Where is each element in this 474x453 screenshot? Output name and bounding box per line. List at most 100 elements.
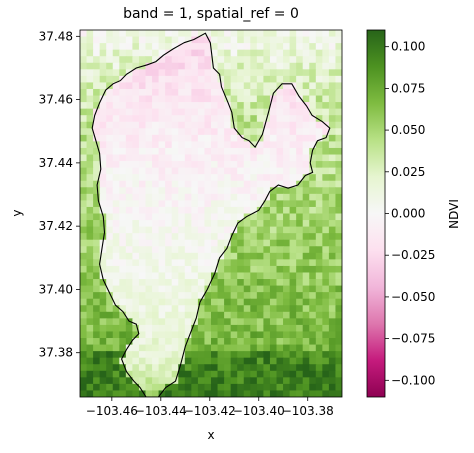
raster-cell bbox=[197, 88, 206, 97]
raster-cell bbox=[217, 357, 225, 365]
raster-cell bbox=[178, 377, 186, 385]
raster-cell bbox=[125, 377, 133, 385]
raster-cell bbox=[328, 30, 337, 38]
raster-cell bbox=[171, 279, 179, 287]
raster-cell bbox=[99, 233, 107, 241]
raster-cell bbox=[171, 364, 179, 372]
raster-cell bbox=[309, 259, 317, 267]
raster-cell bbox=[263, 377, 271, 385]
raster-cell bbox=[204, 305, 212, 313]
raster-cell bbox=[191, 370, 199, 378]
raster-cell bbox=[217, 298, 225, 306]
raster-cell bbox=[132, 338, 140, 346]
raster-cell bbox=[250, 147, 258, 156]
raster-cell bbox=[289, 36, 297, 44]
raster-cell bbox=[138, 200, 147, 208]
raster-cell bbox=[152, 324, 160, 333]
raster-cell bbox=[158, 357, 166, 365]
raster-cell bbox=[328, 351, 337, 359]
raster-cell bbox=[276, 305, 284, 313]
raster-cell bbox=[197, 115, 206, 123]
raster-cell bbox=[224, 292, 232, 300]
raster-cell bbox=[178, 30, 186, 38]
raster-cell bbox=[276, 95, 284, 103]
raster-cell bbox=[302, 285, 310, 293]
raster-cell bbox=[119, 161, 127, 169]
raster-cell bbox=[152, 220, 160, 228]
raster-cell bbox=[217, 56, 225, 64]
raster-cell bbox=[145, 292, 153, 300]
raster-cell bbox=[165, 383, 173, 392]
raster-cell bbox=[165, 49, 173, 57]
raster-cell bbox=[322, 200, 330, 208]
raster-cell bbox=[99, 154, 107, 162]
raster-cell bbox=[165, 305, 173, 313]
raster-cell bbox=[152, 357, 160, 365]
raster-cell bbox=[315, 62, 323, 70]
raster-cell bbox=[119, 102, 127, 110]
raster-cell bbox=[138, 364, 147, 372]
raster-cell bbox=[211, 167, 219, 175]
raster-cell bbox=[335, 147, 342, 156]
raster-cell bbox=[256, 174, 264, 182]
raster-cell bbox=[86, 318, 94, 326]
raster-cell bbox=[243, 239, 251, 247]
raster-cell bbox=[276, 141, 284, 149]
raster-cell bbox=[250, 213, 258, 221]
raster-cell bbox=[335, 318, 342, 326]
raster-cell bbox=[93, 43, 101, 51]
raster-cell bbox=[145, 298, 153, 306]
raster-cell bbox=[178, 147, 186, 156]
raster-cell bbox=[269, 338, 278, 346]
raster-cell bbox=[296, 298, 304, 306]
raster-cell bbox=[328, 226, 337, 234]
raster-cell bbox=[93, 272, 101, 280]
raster-cell bbox=[152, 62, 160, 70]
raster-cell bbox=[263, 180, 271, 188]
raster-cell bbox=[86, 344, 94, 352]
raster-cell bbox=[138, 370, 147, 378]
raster-cell bbox=[263, 75, 271, 84]
raster-cell bbox=[152, 252, 160, 260]
raster-cell bbox=[283, 174, 291, 182]
raster-cell bbox=[322, 331, 330, 339]
raster-cell bbox=[80, 272, 88, 280]
raster-cell bbox=[106, 88, 114, 97]
raster-cell bbox=[93, 75, 101, 84]
raster-cell bbox=[243, 49, 251, 57]
raster-cell bbox=[211, 338, 219, 346]
raster-cell bbox=[315, 344, 323, 352]
raster-cell bbox=[276, 121, 284, 129]
raster-cell bbox=[93, 390, 101, 397]
raster-cell bbox=[184, 187, 192, 195]
x-axis-label: x bbox=[207, 428, 214, 442]
raster-cell bbox=[243, 180, 251, 188]
raster-cell bbox=[263, 324, 271, 333]
raster-cell bbox=[335, 43, 342, 51]
raster-cell bbox=[171, 265, 179, 274]
raster-cell bbox=[197, 311, 206, 319]
raster-cell bbox=[184, 82, 192, 90]
raster-cell bbox=[171, 311, 179, 319]
raster-cell bbox=[276, 259, 284, 267]
raster-cell bbox=[106, 370, 114, 378]
raster-cell bbox=[211, 154, 219, 162]
raster-cell bbox=[191, 220, 199, 228]
raster-cell bbox=[250, 115, 258, 123]
raster-cell bbox=[269, 128, 278, 136]
raster-cell bbox=[243, 213, 251, 221]
raster-cell bbox=[145, 265, 153, 274]
raster-cell bbox=[276, 134, 284, 143]
raster-cell bbox=[106, 213, 114, 221]
raster-cell bbox=[328, 383, 337, 392]
raster-cell bbox=[145, 213, 153, 221]
raster-cell bbox=[86, 252, 94, 260]
raster-cell bbox=[217, 390, 225, 397]
raster-cell bbox=[178, 292, 186, 300]
raster-cell bbox=[289, 279, 297, 287]
raster-cell bbox=[230, 292, 238, 300]
raster-cell bbox=[263, 305, 271, 313]
raster-cell bbox=[178, 102, 186, 110]
raster-cell bbox=[224, 279, 232, 287]
raster-cell bbox=[250, 220, 258, 228]
